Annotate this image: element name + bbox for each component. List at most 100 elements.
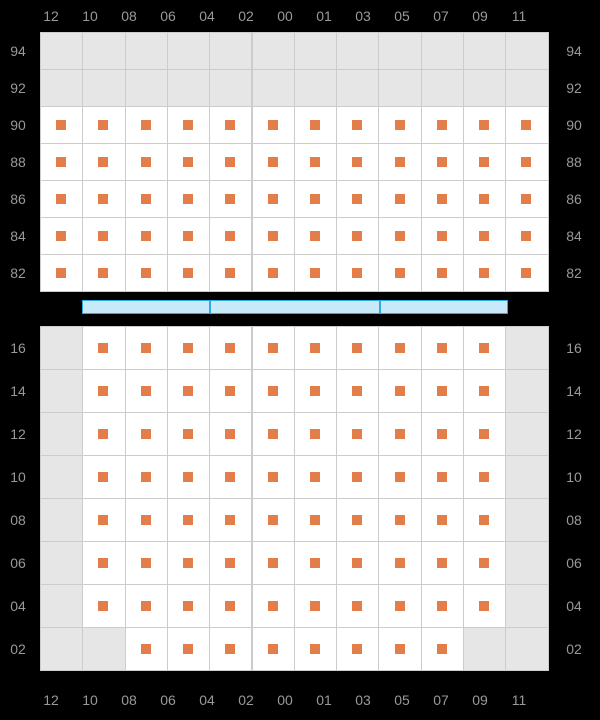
seat-marker[interactable] xyxy=(225,231,235,241)
seat-marker[interactable] xyxy=(183,558,193,568)
seat-marker[interactable] xyxy=(395,386,405,396)
seat-marker[interactable] xyxy=(310,268,320,278)
seat-marker[interactable] xyxy=(183,515,193,525)
seat-marker[interactable] xyxy=(521,268,531,278)
seat-marker[interactable] xyxy=(183,429,193,439)
seat-marker[interactable] xyxy=(141,231,151,241)
seat-marker[interactable] xyxy=(98,429,108,439)
seat-marker[interactable] xyxy=(521,231,531,241)
seat-marker[interactable] xyxy=(310,157,320,167)
seat-marker[interactable] xyxy=(225,120,235,130)
seat-marker[interactable] xyxy=(141,194,151,204)
seat-marker[interactable] xyxy=(352,268,362,278)
seat-marker[interactable] xyxy=(310,515,320,525)
seat-marker[interactable] xyxy=(479,268,489,278)
seat-marker[interactable] xyxy=(141,268,151,278)
seat-marker[interactable] xyxy=(183,268,193,278)
seat-marker[interactable] xyxy=(268,644,278,654)
seat-marker[interactable] xyxy=(352,194,362,204)
seat-marker[interactable] xyxy=(141,386,151,396)
seat-marker[interactable] xyxy=(437,515,447,525)
seat-marker[interactable] xyxy=(141,157,151,167)
seat-marker[interactable] xyxy=(310,644,320,654)
seat-marker[interactable] xyxy=(183,644,193,654)
seat-marker[interactable] xyxy=(56,231,66,241)
seat-marker[interactable] xyxy=(268,558,278,568)
seat-marker[interactable] xyxy=(98,268,108,278)
seat-marker[interactable] xyxy=(437,601,447,611)
seat-marker[interactable] xyxy=(183,601,193,611)
seat-marker[interactable] xyxy=(352,515,362,525)
seat-marker[interactable] xyxy=(352,644,362,654)
seat-marker[interactable] xyxy=(225,194,235,204)
seat-marker[interactable] xyxy=(310,343,320,353)
seat-marker[interactable] xyxy=(225,268,235,278)
seat-marker[interactable] xyxy=(141,343,151,353)
seat-marker[interactable] xyxy=(268,472,278,482)
seat-marker[interactable] xyxy=(268,343,278,353)
seat-marker[interactable] xyxy=(183,472,193,482)
seat-marker[interactable] xyxy=(479,157,489,167)
seat-marker[interactable] xyxy=(479,343,489,353)
seat-marker[interactable] xyxy=(225,644,235,654)
seat-marker[interactable] xyxy=(98,120,108,130)
seat-marker[interactable] xyxy=(225,429,235,439)
seat-marker[interactable] xyxy=(352,231,362,241)
seat-marker[interactable] xyxy=(395,268,405,278)
seat-marker[interactable] xyxy=(310,120,320,130)
seat-marker[interactable] xyxy=(479,120,489,130)
seat-marker[interactable] xyxy=(225,157,235,167)
seat-marker[interactable] xyxy=(98,515,108,525)
seat-marker[interactable] xyxy=(521,194,531,204)
seat-marker[interactable] xyxy=(98,601,108,611)
seat-marker[interactable] xyxy=(395,472,405,482)
seat-marker[interactable] xyxy=(56,157,66,167)
seat-marker[interactable] xyxy=(141,644,151,654)
seat-marker[interactable] xyxy=(183,194,193,204)
seat-marker[interactable] xyxy=(352,429,362,439)
seat-marker[interactable] xyxy=(437,429,447,439)
seat-marker[interactable] xyxy=(141,429,151,439)
seat-marker[interactable] xyxy=(352,157,362,167)
seat-marker[interactable] xyxy=(268,194,278,204)
seat-marker[interactable] xyxy=(310,231,320,241)
seat-marker[interactable] xyxy=(225,472,235,482)
seat-marker[interactable] xyxy=(268,231,278,241)
seat-marker[interactable] xyxy=(395,231,405,241)
seat-marker[interactable] xyxy=(352,386,362,396)
seat-marker[interactable] xyxy=(352,343,362,353)
seat-marker[interactable] xyxy=(479,231,489,241)
seat-marker[interactable] xyxy=(479,601,489,611)
seat-marker[interactable] xyxy=(479,472,489,482)
seat-marker[interactable] xyxy=(268,515,278,525)
seat-marker[interactable] xyxy=(437,343,447,353)
seat-marker[interactable] xyxy=(395,343,405,353)
seat-marker[interactable] xyxy=(395,515,405,525)
seat-marker[interactable] xyxy=(225,343,235,353)
seat-marker[interactable] xyxy=(479,386,489,396)
seat-marker[interactable] xyxy=(437,194,447,204)
seat-marker[interactable] xyxy=(98,231,108,241)
seat-marker[interactable] xyxy=(310,601,320,611)
seat-marker[interactable] xyxy=(183,231,193,241)
seat-marker[interactable] xyxy=(56,120,66,130)
seat-marker[interactable] xyxy=(183,120,193,130)
seat-marker[interactable] xyxy=(521,157,531,167)
seat-marker[interactable] xyxy=(352,601,362,611)
seat-marker[interactable] xyxy=(98,386,108,396)
seat-marker[interactable] xyxy=(479,429,489,439)
seat-marker[interactable] xyxy=(183,343,193,353)
seat-marker[interactable] xyxy=(141,601,151,611)
seat-marker[interactable] xyxy=(395,120,405,130)
seat-marker[interactable] xyxy=(183,386,193,396)
seat-marker[interactable] xyxy=(268,157,278,167)
seat-marker[interactable] xyxy=(310,386,320,396)
seat-marker[interactable] xyxy=(395,601,405,611)
seat-marker[interactable] xyxy=(225,558,235,568)
seat-marker[interactable] xyxy=(225,386,235,396)
seat-marker[interactable] xyxy=(98,558,108,568)
seat-marker[interactable] xyxy=(521,120,531,130)
seat-marker[interactable] xyxy=(395,429,405,439)
seat-marker[interactable] xyxy=(437,120,447,130)
seat-marker[interactable] xyxy=(141,558,151,568)
